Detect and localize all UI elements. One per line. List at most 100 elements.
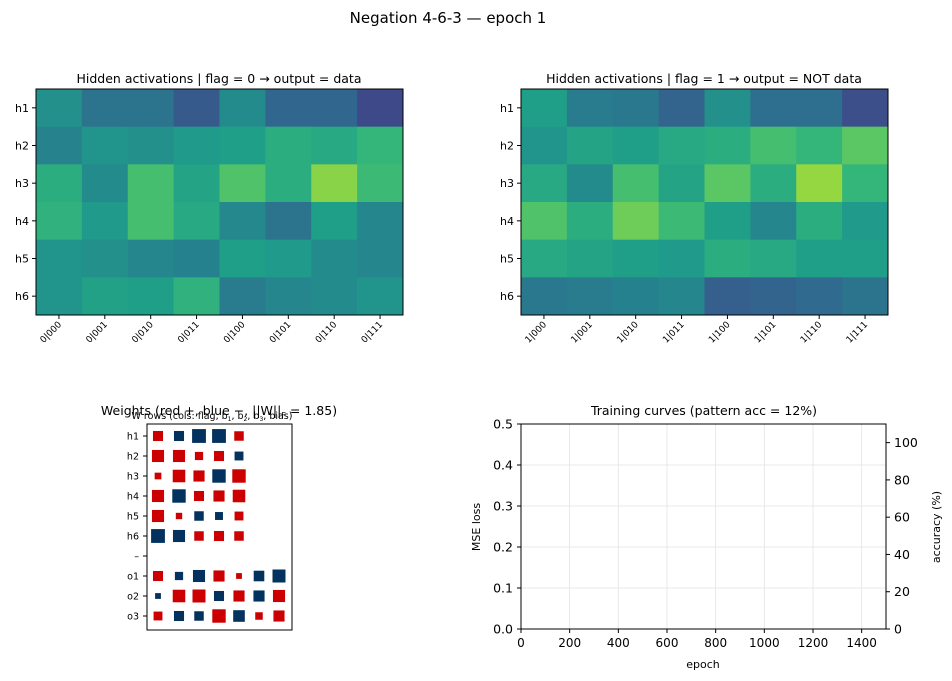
heatmap-cell bbox=[704, 126, 751, 165]
heatmap-cell bbox=[704, 239, 751, 278]
weights-title: Weights (red +, blue −, ||W||F = 1.85) bbox=[101, 403, 337, 420]
heatmap-cell bbox=[612, 239, 660, 278]
heatmap-cell bbox=[704, 202, 751, 241]
column-label: 1|010 bbox=[615, 320, 641, 346]
weight-square bbox=[233, 610, 245, 622]
heatmap-cell bbox=[265, 239, 312, 278]
heatmap-cell bbox=[36, 126, 83, 165]
heatmap-cell bbox=[81, 202, 129, 241]
heatmap-cell bbox=[357, 202, 404, 241]
row-label: h5 bbox=[15, 253, 29, 266]
heatmap-cell bbox=[36, 164, 83, 203]
heatmap-cell bbox=[521, 202, 568, 241]
row-label: h2 bbox=[500, 140, 514, 153]
heatmap-cell bbox=[265, 202, 312, 241]
weight-square bbox=[212, 429, 226, 443]
training-curves-title: Training curves (pattern acc = 12%) bbox=[590, 403, 817, 418]
heatmap-cell bbox=[750, 202, 797, 241]
weight-square bbox=[172, 589, 186, 603]
weight-square bbox=[213, 530, 225, 542]
weight-square bbox=[172, 529, 186, 543]
weight-square bbox=[272, 589, 286, 603]
column-label: 0|000 bbox=[39, 320, 65, 346]
heatmap-cell bbox=[357, 126, 404, 165]
heatmap-cell bbox=[842, 202, 889, 241]
weight-square bbox=[192, 429, 206, 443]
heatmap-cell bbox=[127, 126, 175, 165]
weight-square bbox=[272, 569, 286, 583]
weight-square bbox=[215, 512, 223, 520]
row-label: h4 bbox=[500, 215, 514, 228]
heatmap-cell bbox=[311, 202, 358, 241]
heatmap-flag1-title: Hidden activations | flag = 1 → output =… bbox=[546, 71, 862, 86]
heatmap-cell bbox=[566, 239, 614, 278]
heatmap-cell bbox=[265, 89, 312, 128]
heatmap-cell bbox=[357, 277, 404, 316]
column-label: 1|000 bbox=[524, 320, 550, 346]
weight-square bbox=[213, 570, 225, 582]
heatmap-cell bbox=[796, 202, 843, 241]
column-label: 1|001 bbox=[570, 320, 595, 345]
weight-row-label: o1 bbox=[127, 572, 139, 583]
heatmap-cell bbox=[36, 202, 83, 241]
weight-row-label: h4 bbox=[127, 492, 139, 503]
heatmap-cell bbox=[566, 277, 614, 316]
heatmap-cell bbox=[81, 89, 129, 128]
y-tick-label: 0.1 bbox=[493, 581, 513, 596]
heatmap-cell bbox=[173, 126, 220, 165]
heatmap-cell bbox=[173, 277, 220, 316]
heatmap-cell bbox=[219, 277, 266, 316]
heatmap-cell bbox=[36, 89, 83, 128]
heatmap-cell bbox=[173, 202, 220, 241]
column-label: 0|101 bbox=[268, 320, 293, 345]
x-tick-label: 1400 bbox=[846, 636, 877, 650]
column-label: 1|011 bbox=[661, 320, 686, 345]
column-label: 1|101 bbox=[753, 320, 778, 345]
row-label: h6 bbox=[500, 290, 514, 303]
heatmap-cell bbox=[521, 89, 568, 128]
weight-square bbox=[155, 593, 161, 599]
row-label: h3 bbox=[500, 177, 514, 190]
heatmap-cell bbox=[127, 164, 175, 203]
heatmap-cell bbox=[357, 164, 404, 203]
weight-square bbox=[151, 529, 165, 543]
y2-tick-label: 80 bbox=[894, 472, 910, 487]
weight-square bbox=[172, 489, 186, 503]
heatmap-cell bbox=[173, 89, 220, 128]
heatmap-cell bbox=[219, 126, 266, 165]
heatmap-cell bbox=[521, 277, 568, 316]
heatmap-cell bbox=[704, 277, 751, 316]
column-label: 0|001 bbox=[85, 320, 110, 345]
y2-tick-label: 40 bbox=[894, 547, 910, 562]
weight-square bbox=[234, 531, 244, 541]
weight-square bbox=[152, 570, 164, 582]
weight-square bbox=[213, 450, 225, 462]
heatmap-frame bbox=[520, 88, 889, 316]
heatmap-cell bbox=[750, 239, 797, 278]
heatmap-cell bbox=[750, 126, 797, 165]
heatmap-cell bbox=[612, 202, 660, 241]
weight-square bbox=[192, 569, 206, 583]
heatmap-cell bbox=[311, 277, 358, 316]
weight-square bbox=[193, 470, 205, 482]
heatmap-cell bbox=[81, 164, 129, 203]
row-label: h2 bbox=[15, 140, 29, 153]
heatmap-cell bbox=[704, 164, 751, 203]
weight-square bbox=[194, 531, 204, 541]
weight-row-label: o2 bbox=[127, 592, 139, 603]
weight-row-label: h6 bbox=[127, 532, 139, 543]
column-label: 0|111 bbox=[360, 320, 385, 345]
heatmap-cell bbox=[842, 239, 889, 278]
weight-row-label: h1 bbox=[127, 432, 139, 443]
weight-square bbox=[213, 590, 225, 602]
y2-tick-label: 0 bbox=[894, 622, 902, 637]
heatmap-cell bbox=[566, 89, 614, 128]
heatmap-cell bbox=[521, 126, 568, 165]
heatmap-cell bbox=[796, 164, 843, 203]
heatmap-cell bbox=[612, 89, 660, 128]
y-axis-label: MSE loss bbox=[470, 503, 483, 551]
heatmap-cell bbox=[36, 277, 83, 316]
heatmap-frame bbox=[35, 88, 404, 316]
weight-square bbox=[153, 611, 163, 621]
y2-tick-label: 100 bbox=[894, 435, 918, 450]
